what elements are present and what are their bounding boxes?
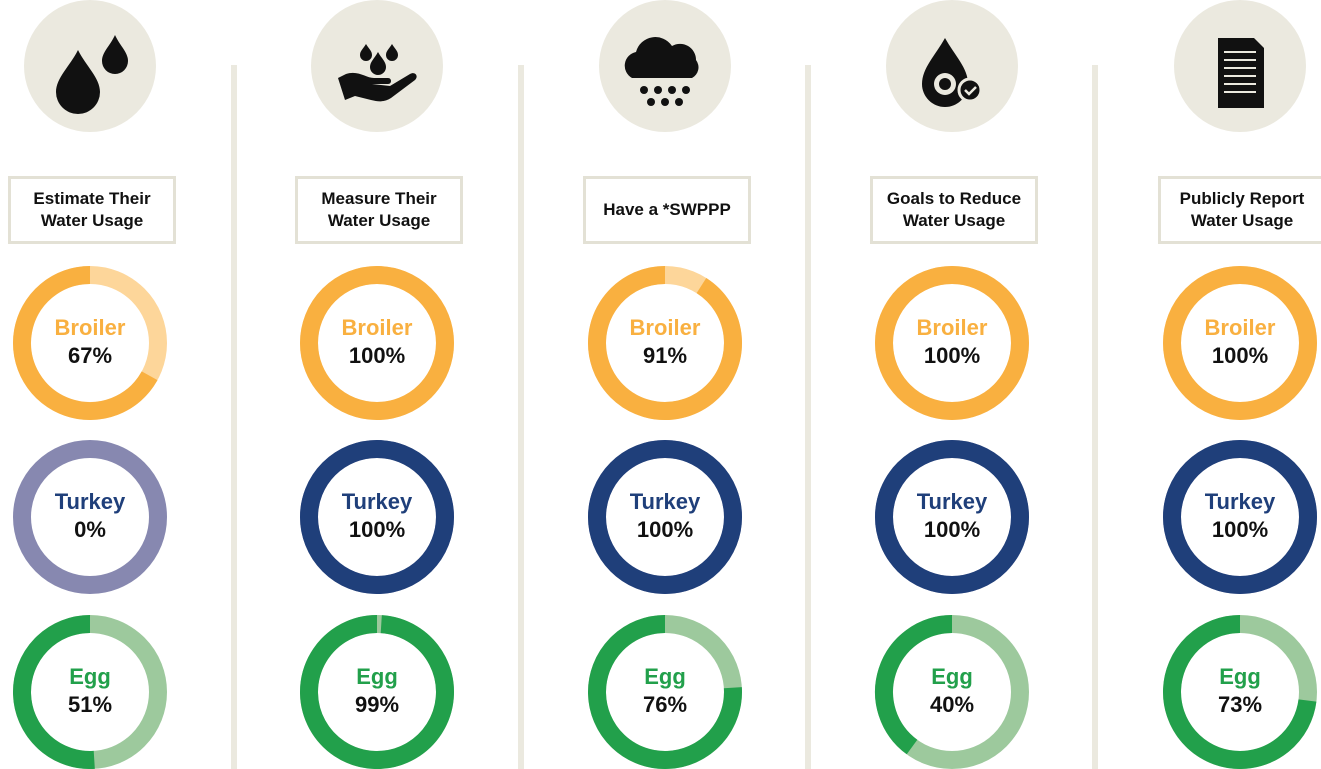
column-label: Publicly Report Water Usage bbox=[1158, 176, 1321, 244]
value-label: 99% bbox=[355, 692, 399, 717]
value-label: 100% bbox=[924, 517, 980, 542]
value-label: 100% bbox=[1212, 517, 1268, 542]
series-name: Turkey bbox=[55, 489, 126, 514]
donut-arc bbox=[300, 615, 454, 769]
column-label: Measure Their Water Usage bbox=[295, 176, 463, 244]
donut-arc bbox=[1163, 615, 1317, 769]
series-name: Broiler bbox=[917, 315, 988, 340]
donut-arc bbox=[588, 440, 742, 594]
value-label: 73% bbox=[1218, 692, 1262, 717]
series-name: Turkey bbox=[630, 489, 701, 514]
value-label: 100% bbox=[924, 343, 980, 368]
donut-arc bbox=[875, 440, 1029, 594]
series-name: Broiler bbox=[630, 315, 701, 340]
series-name: Broiler bbox=[55, 315, 126, 340]
series-name: Egg bbox=[69, 664, 111, 689]
donut-arc bbox=[875, 266, 1029, 420]
donut-arc bbox=[13, 266, 158, 420]
donut-arc bbox=[300, 440, 454, 594]
value-label: 100% bbox=[349, 517, 405, 542]
icons bbox=[56, 35, 1264, 114]
value-label: 91% bbox=[643, 343, 687, 368]
series-name: Egg bbox=[356, 664, 398, 689]
series-name: Broiler bbox=[342, 315, 413, 340]
donut-arc bbox=[13, 615, 95, 769]
donut-track bbox=[13, 440, 167, 594]
donut-arc bbox=[300, 266, 454, 420]
value-label: 0% bbox=[74, 517, 106, 542]
separators bbox=[231, 65, 1098, 769]
value-label: 67% bbox=[68, 343, 112, 368]
value-label: 40% bbox=[930, 692, 974, 717]
series-name: Egg bbox=[644, 664, 686, 689]
value-label: 76% bbox=[643, 692, 687, 717]
donut-arc bbox=[1163, 440, 1317, 594]
series-name: Broiler bbox=[1205, 315, 1276, 340]
donut-arc bbox=[588, 615, 742, 769]
value-label: 100% bbox=[349, 343, 405, 368]
column-label: Goals to Reduce Water Usage bbox=[870, 176, 1038, 244]
value-label: 100% bbox=[1212, 343, 1268, 368]
donut-arc bbox=[588, 266, 742, 420]
column-label: Have a *SWPPP bbox=[583, 176, 751, 244]
donut-arc bbox=[875, 615, 953, 755]
series-name: Turkey bbox=[342, 489, 413, 514]
donut-arc bbox=[1163, 266, 1317, 420]
series-name: Turkey bbox=[917, 489, 988, 514]
series-name: Egg bbox=[931, 664, 973, 689]
value-label: 51% bbox=[68, 692, 112, 717]
column-label: Estimate Their Water Usage bbox=[8, 176, 176, 244]
series-name: Turkey bbox=[1205, 489, 1276, 514]
series-name: Egg bbox=[1219, 664, 1261, 689]
value-label: 100% bbox=[637, 517, 693, 542]
